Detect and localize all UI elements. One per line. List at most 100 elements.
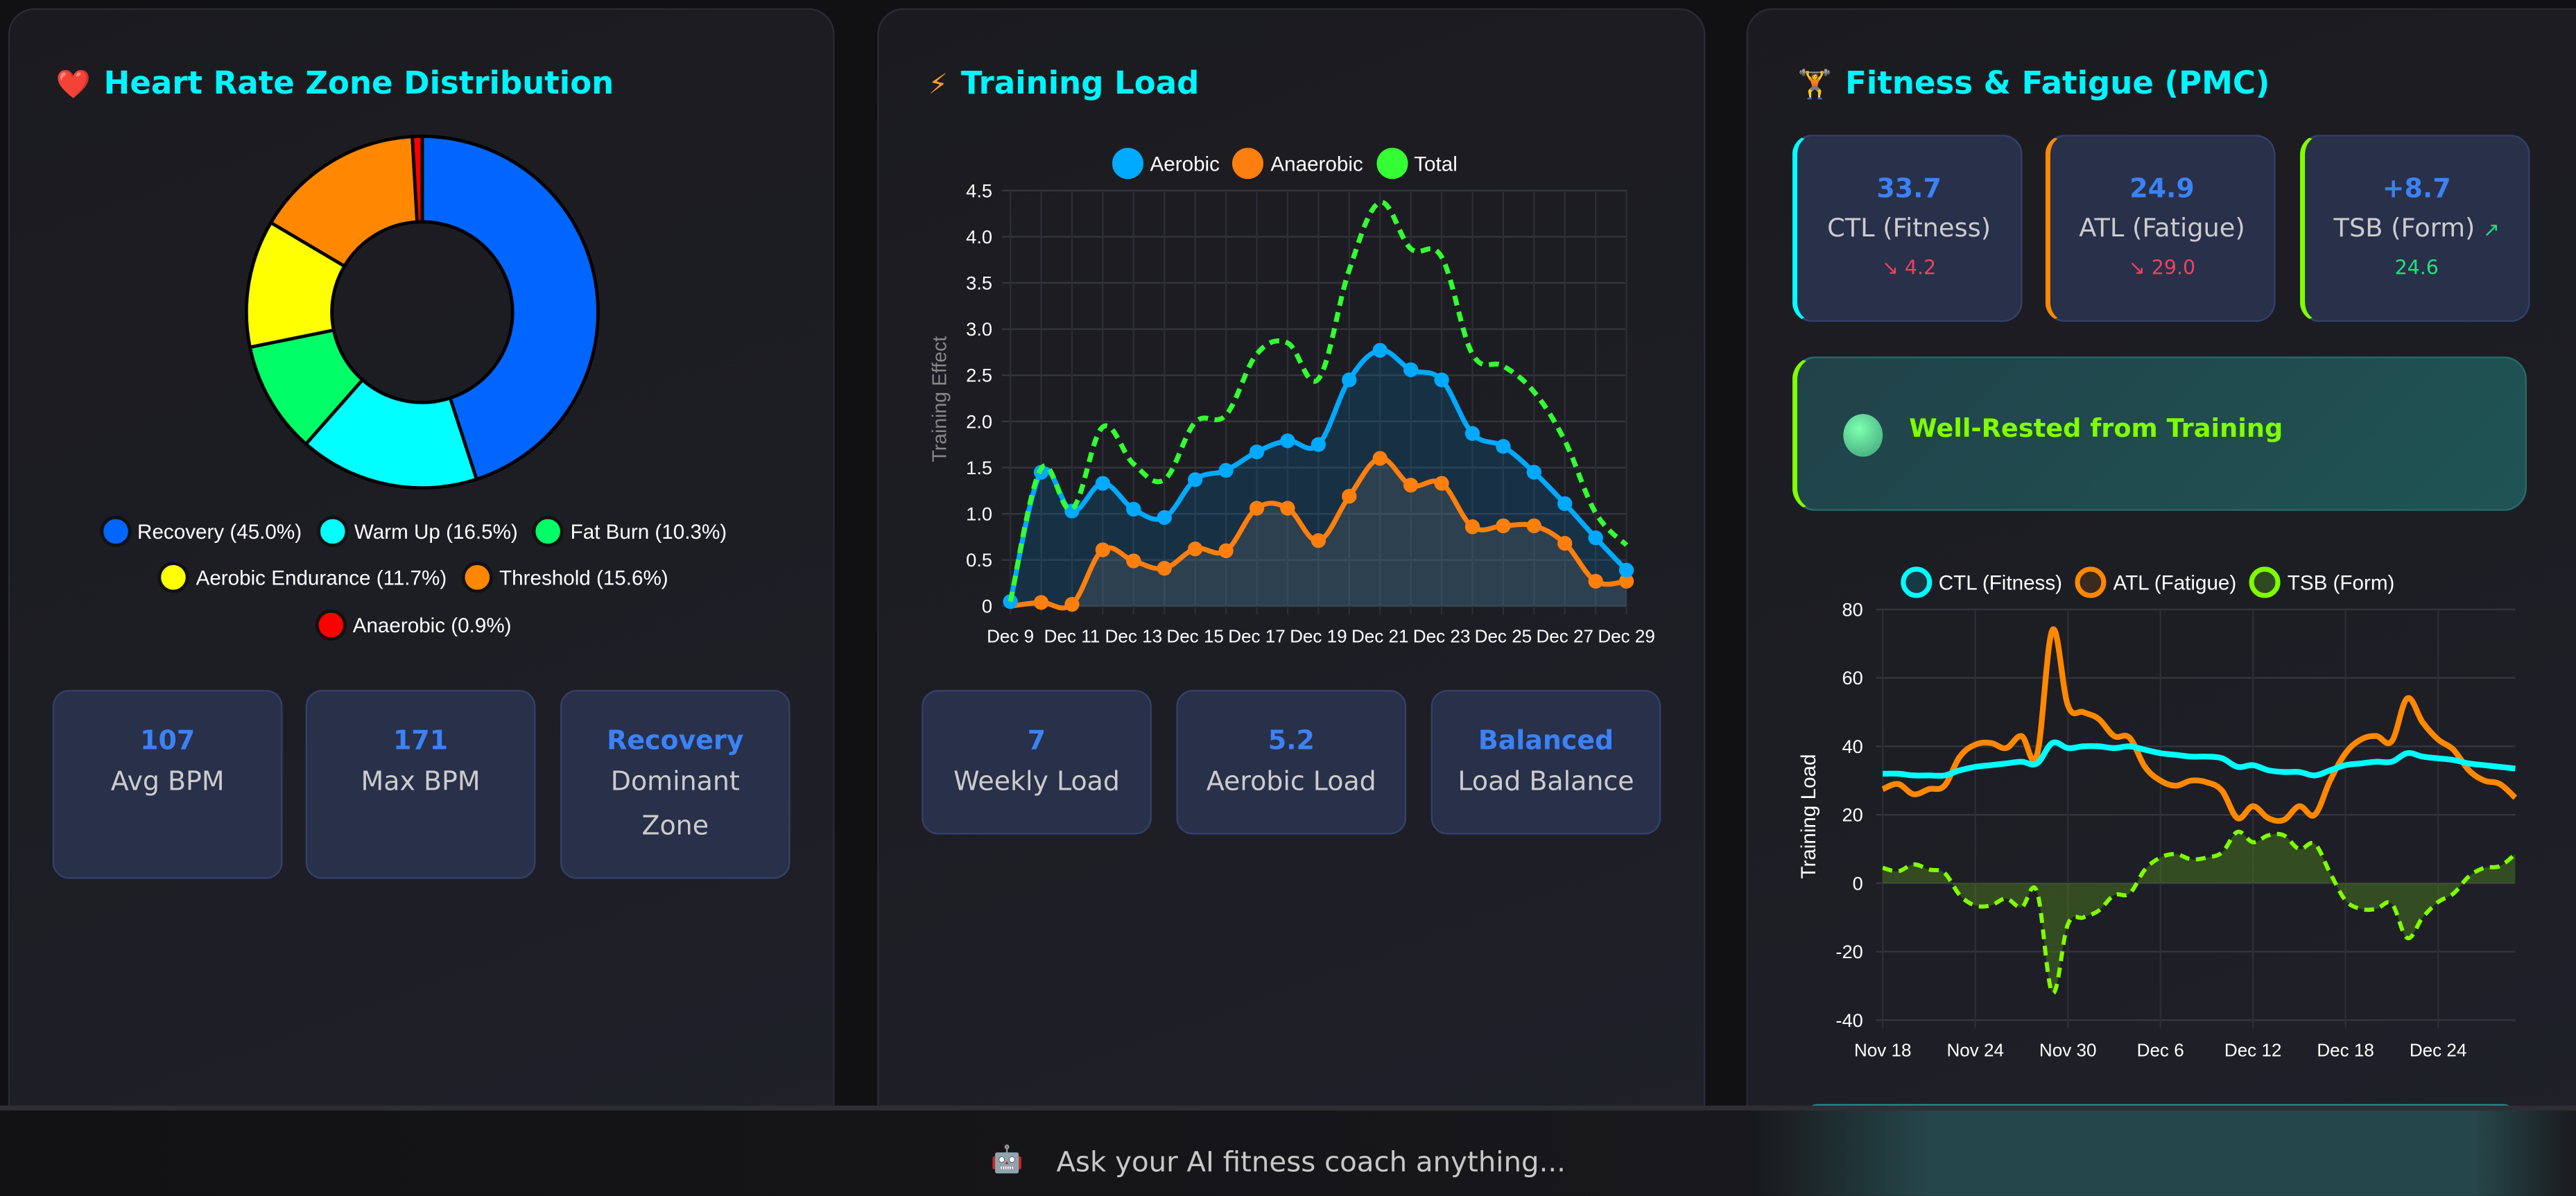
legend-aerobic[interactable]: Aerobic [1150, 152, 1220, 175]
hr-zone-title-text: Heart Rate Zone Distribution [103, 65, 614, 102]
atl-value: 24.9 [2129, 172, 2195, 204]
legend-atl[interactable]: ATL (Fatigue) [2113, 571, 2237, 594]
pmc-title: 🏋️ Fitness & Fatigue (PMC) [1797, 66, 2270, 102]
legend-tsb[interactable]: TSB (Form) [2287, 571, 2395, 594]
point-aerobic [1496, 439, 1511, 454]
x-tick-label: Nov 24 [1946, 1039, 2004, 1060]
point-aerobic [1342, 372, 1357, 388]
pmc-legend: CTL (Fitness) ATL (Fatigue) TSB (Form) [1901, 566, 2394, 598]
legend-item[interactable]: Threshold (15.6%) [499, 566, 668, 589]
point-aerobic [1618, 562, 1634, 578]
lightning-icon: ⚡ [928, 69, 948, 102]
y-tick-label: 80 [1842, 598, 1862, 620]
x-tick-label: Nov 18 [1854, 1039, 1912, 1060]
x-tick-label: Dec 24 [2410, 1039, 2467, 1060]
point-anaerobic [1095, 542, 1111, 557]
point-anaerobic [1403, 478, 1419, 493]
x-tick-label: Dec 21 [1351, 625, 1409, 646]
line-aerobic [1008, 347, 1629, 603]
point-aerobic [1588, 530, 1603, 546]
stat-value: 107 [140, 724, 196, 756]
atl-label: ATL (Fatigue) [2079, 214, 2245, 243]
legend-total[interactable]: Total [1414, 152, 1458, 175]
point-aerobic [1403, 362, 1419, 377]
stat-value: 171 [392, 724, 449, 756]
status-orb-icon [1843, 414, 1883, 457]
y-axis-label: Training Load [1797, 754, 1820, 879]
load-balance-stat: Balanced Load Balance [1430, 690, 1661, 835]
y-tick-label: 3.5 [966, 272, 992, 294]
legend-item[interactable]: Warm Up (16.5%) [354, 519, 518, 544]
legend-swatch [315, 609, 347, 641]
heart-icon: ❤️ [55, 69, 91, 102]
point-aerobic [1249, 444, 1265, 460]
avg-bpm-stat: 107 Avg BPM [52, 690, 283, 879]
y-tick-label: 2.5 [966, 365, 992, 386]
point-anaerobic [1588, 573, 1603, 589]
point-anaerobic [1280, 501, 1295, 516]
point-anaerobic [1342, 489, 1357, 504]
stat-label: Avg BPM [110, 765, 225, 797]
y-tick-label: 20 [1842, 804, 1862, 826]
atl-card: 24.9 ATL (Fatigue) ↘ 29.0 [2045, 135, 2276, 322]
stat-value: 5.2 [1268, 724, 1315, 756]
legend-row: Anaerobic (0.9%) [0, 609, 841, 641]
y-tick-label: 0 [1853, 872, 1863, 894]
x-tick-label: Dec 23 [1413, 625, 1471, 646]
point-anaerobic [1157, 560, 1172, 576]
x-tick-label: Dec 19 [1290, 625, 1347, 646]
legend-item[interactable]: Aerobic Endurance (11.7%) [196, 566, 447, 589]
legend-item[interactable]: Fat Burn (10.3%) [570, 519, 727, 544]
stat-label: Dominant Zone [610, 765, 740, 842]
x-tick-label: Dec 17 [1228, 625, 1286, 646]
point-aerobic [1434, 372, 1449, 388]
point-aerobic [1557, 496, 1573, 512]
chat-bar[interactable]: 🤖 Ask your AI fitness coach anything... [0, 1105, 2576, 1196]
y-tick-label: 60 [1842, 667, 1862, 688]
legend-total-swatch [1376, 148, 1408, 180]
weightlifter-icon: 🏋️ [1797, 69, 1833, 102]
legend-swatch [99, 515, 131, 547]
legend-item[interactable]: Recovery (45.0%) [137, 519, 302, 544]
point-anaerobic [1557, 536, 1573, 551]
point-anaerobic [1249, 501, 1265, 516]
point-anaerobic [1188, 541, 1203, 557]
x-tick-label: Dec 27 [1536, 625, 1593, 646]
legend-item[interactable]: Anaerobic (0.9%) [352, 613, 512, 637]
legend-swatch [461, 562, 493, 593]
legend-ctl[interactable]: CTL (Fitness) [1938, 571, 2063, 594]
point-aerobic [1157, 510, 1172, 526]
ctl-value: 33.7 [1876, 172, 1942, 204]
y-tick-label: -40 [1835, 1009, 1862, 1031]
y-tick-label: 40 [1842, 736, 1862, 757]
form-status-text: Well-Rested from Training [1909, 414, 2283, 444]
point-aerobic [1095, 476, 1111, 491]
y-tick-label: 4.0 [966, 226, 992, 248]
point-aerobic [1218, 462, 1234, 478]
x-tick-label: Dec 18 [2317, 1039, 2374, 1060]
stat-value: Balanced [1478, 724, 1614, 756]
max-bpm-stat: 171 Max BPM [305, 690, 536, 879]
legend-row: Recovery (45.0%) Warm Up (16.5%) Fat Burn … [0, 515, 841, 547]
area-tsb [1883, 831, 2516, 994]
stat-label: Max BPM [361, 765, 481, 797]
chat-input[interactable]: Ask your AI fitness coach anything... [1056, 1146, 1566, 1180]
legend-anaerobic[interactable]: Anaerobic [1270, 152, 1363, 175]
point-aerobic [1372, 343, 1388, 358]
ctl-label: CTL (Fitness) [1827, 214, 1991, 243]
point-aerobic [1280, 433, 1295, 449]
tsb-value: +8.7 [2382, 172, 2451, 204]
stat-label: Load Balance [1458, 765, 1634, 797]
training-load-legend: Aerobic Anaerobic Total [1112, 148, 1458, 180]
tsb-card: +8.7 TSB (Form) ↗ 24.6 [2300, 135, 2530, 322]
point-anaerobic [1064, 596, 1080, 612]
y-axis-label: Training Effect [929, 336, 951, 462]
x-tick-label: Dec 11 [1044, 625, 1100, 646]
y-tick-label: 1.5 [966, 457, 992, 478]
y-tick-label: 2.0 [966, 410, 992, 432]
point-anaerobic [1526, 518, 1541, 534]
hr-zone-title: ❤️ Heart Rate Zone Distribution [56, 66, 614, 102]
legend-swatch [533, 515, 564, 547]
ctl-card: 33.7 CTL (Fitness) ↘ 4.2 [1792, 135, 2023, 322]
point-anaerobic [1434, 476, 1449, 491]
